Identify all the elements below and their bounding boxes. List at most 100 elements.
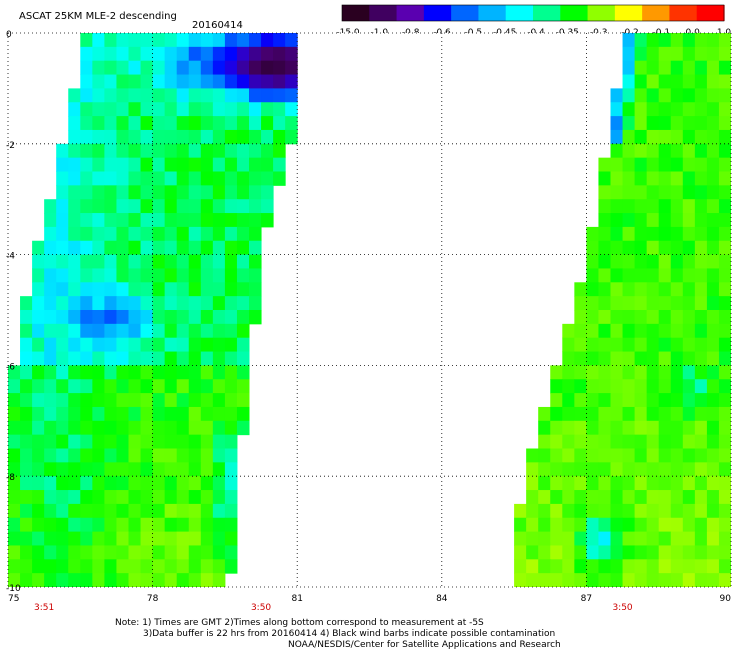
data-cell [176, 448, 190, 463]
data-cell [80, 476, 93, 491]
data-cell [44, 545, 57, 560]
data-cell [634, 254, 648, 269]
data-cell [116, 33, 129, 48]
data-cell [104, 254, 117, 269]
data-cell [622, 310, 636, 325]
data-cell [8, 393, 21, 408]
data-cell [188, 88, 202, 103]
data-cell [56, 185, 69, 200]
data-cell [682, 393, 696, 408]
data-cell [562, 448, 575, 463]
data-cell [682, 545, 696, 560]
data-cell [634, 116, 648, 131]
data-cell [261, 33, 274, 48]
data-cell [104, 503, 117, 519]
data-cell [224, 393, 238, 408]
data-cell [44, 420, 57, 436]
data-cell [176, 129, 190, 145]
colorbar-segment [587, 5, 616, 21]
data-cell [634, 365, 648, 380]
data-cell [116, 545, 129, 560]
data-cell [658, 199, 672, 214]
data-cell [56, 337, 69, 353]
data-cell [212, 351, 226, 366]
data-cell [658, 406, 672, 422]
data-cell [574, 531, 587, 546]
data-cell [56, 282, 69, 297]
data-cell [574, 490, 587, 505]
data-cell [682, 213, 696, 228]
data-cell [152, 213, 166, 228]
data-cell [682, 254, 696, 269]
data-cell [658, 46, 672, 62]
data-cell [670, 323, 684, 339]
data-cell [694, 171, 708, 186]
data-cell [706, 337, 720, 353]
data-cell [32, 310, 45, 325]
data-cell [682, 503, 696, 519]
data-cell [646, 171, 660, 186]
data-cell [670, 545, 684, 560]
data-cell [92, 60, 105, 76]
data-cell [188, 573, 202, 587]
data-cell [164, 365, 178, 380]
data-cell [718, 559, 731, 574]
data-cell [236, 143, 250, 159]
data-cell [670, 226, 684, 242]
data-cell [718, 171, 731, 186]
data-cell [176, 420, 190, 436]
data-cell [646, 517, 660, 533]
data-cell [200, 157, 214, 172]
data-cell [152, 517, 166, 533]
x-tick-label: 84 [436, 594, 448, 604]
data-cell [598, 420, 611, 436]
data-cell [634, 545, 648, 560]
data-cell [164, 323, 178, 339]
data-cell [164, 46, 178, 62]
data-cell [610, 129, 624, 145]
data-cell [164, 393, 178, 408]
data-cell [538, 462, 551, 477]
data-cell [32, 365, 45, 380]
data-cell [68, 143, 81, 159]
data-cell [140, 240, 154, 256]
data-cell [249, 296, 262, 311]
data-cell [586, 434, 599, 449]
data-cell [622, 102, 636, 117]
data-cell [92, 240, 105, 256]
data-cell [598, 268, 611, 283]
data-cell [164, 185, 178, 200]
data-cell [116, 88, 129, 103]
data-cell [622, 171, 636, 186]
data-cell [8, 517, 21, 533]
data-cell [32, 559, 45, 574]
data-cell [152, 531, 166, 546]
data-cell [80, 448, 93, 463]
data-cell [212, 129, 226, 145]
data-cell [694, 74, 708, 89]
data-cell [718, 46, 731, 62]
data-cell [104, 60, 117, 76]
data-cell [140, 573, 154, 587]
data-cell [706, 116, 720, 131]
data-cell [224, 157, 238, 172]
data-cell [152, 573, 166, 587]
data-cell [176, 406, 190, 422]
colorbar-frame [341, 4, 725, 22]
data-cell [706, 310, 720, 325]
data-cell [236, 379, 250, 394]
data-cell [694, 462, 708, 477]
data-cell [68, 573, 81, 587]
data-cell [164, 351, 178, 366]
data-cell [56, 448, 69, 463]
data-cell [152, 448, 166, 463]
data-cell [128, 393, 142, 408]
data-cell [32, 517, 45, 533]
data-cell [622, 157, 636, 172]
data-cell [610, 503, 624, 519]
data-cell [128, 88, 142, 103]
data-cell [694, 310, 708, 325]
data-cell [658, 420, 672, 436]
data-cell [646, 116, 660, 131]
data-cell [670, 296, 684, 311]
